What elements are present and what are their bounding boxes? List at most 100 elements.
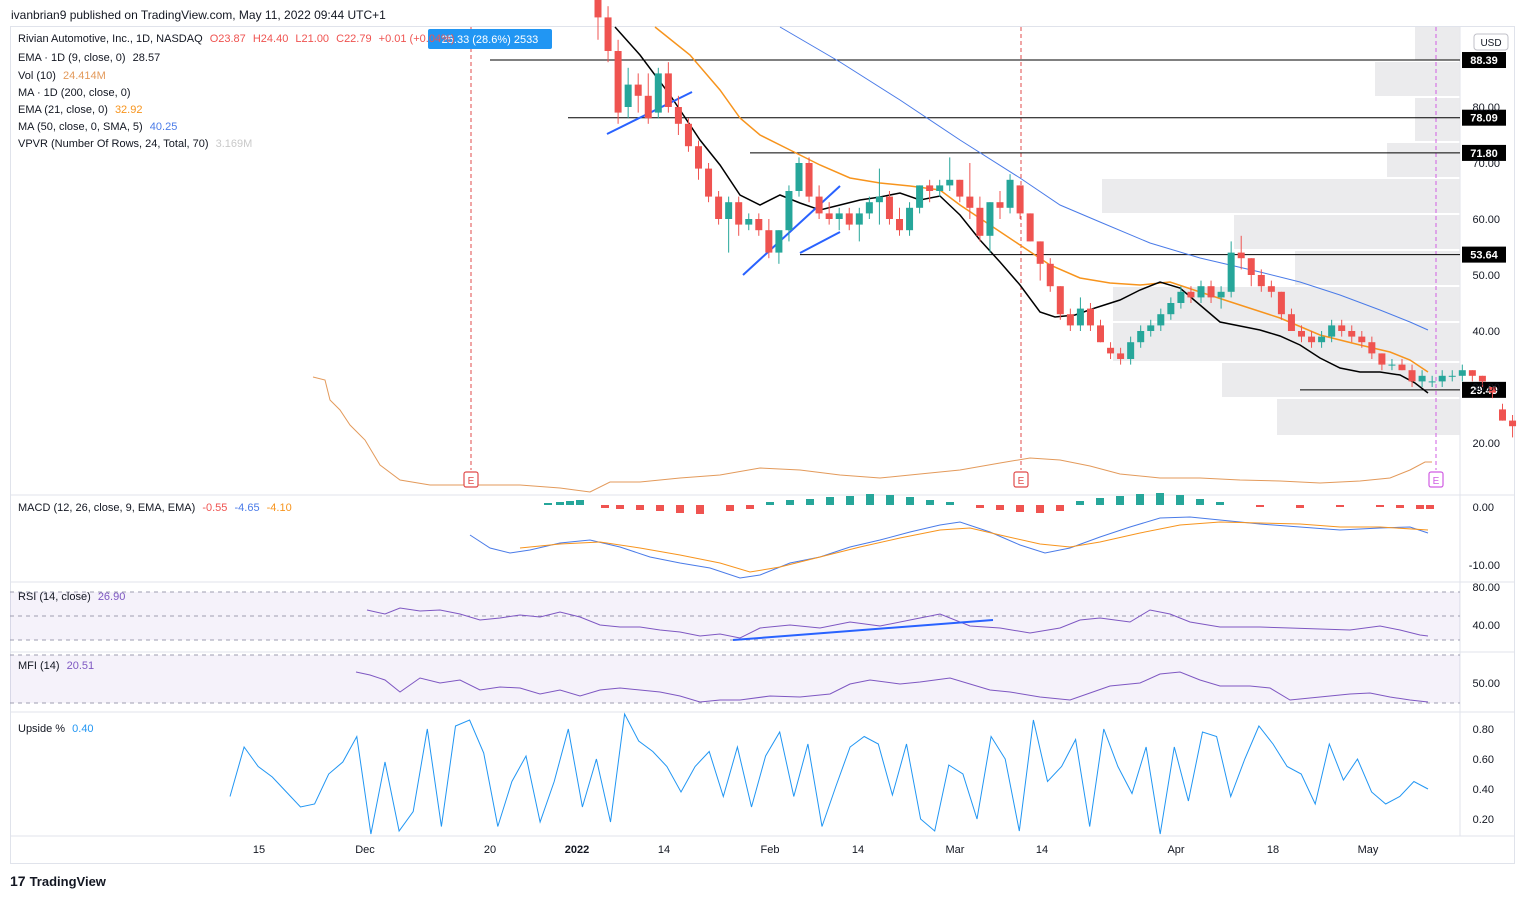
candle-body-29 bbox=[885, 196, 893, 219]
candle-body-60 bbox=[1197, 286, 1205, 298]
legend-ema21-value: 32.92 bbox=[114, 104, 143, 116]
candle-body-24 bbox=[835, 213, 843, 219]
macd-hist-neg-16 bbox=[1376, 505, 1384, 507]
macd-hist-neg-4 bbox=[676, 505, 684, 513]
candle-body-10 bbox=[695, 146, 702, 169]
macd-hist-pos-2 bbox=[566, 501, 574, 505]
candle-body-9 bbox=[684, 123, 692, 147]
macd-hist-neg-3 bbox=[656, 505, 664, 511]
candle-body-86 bbox=[1458, 370, 1466, 376]
candle-body-72 bbox=[1318, 336, 1326, 343]
legend-vol-label: Vol (10) bbox=[18, 70, 56, 82]
footer-brand-text: TradingView bbox=[29, 874, 106, 889]
trend-line-2 bbox=[799, 231, 841, 254]
macd-hist-neg-17 bbox=[1396, 505, 1404, 508]
candle-body-75 bbox=[1348, 331, 1356, 337]
macd-hist-neg-10 bbox=[1016, 505, 1024, 512]
legend-ma50: MA (50, close, 0, SMA, 5) 40.25 bbox=[18, 121, 181, 133]
ema9-line bbox=[614, 26, 1429, 394]
candle-body-51 bbox=[1107, 347, 1115, 354]
time-tick-7: Mar bbox=[946, 844, 965, 856]
candle-body-67 bbox=[1267, 286, 1275, 292]
legend-vpvr-value: 3.169M bbox=[215, 138, 253, 150]
vpvr-row-5 bbox=[1234, 215, 1460, 249]
candle-body-30 bbox=[896, 219, 903, 231]
mfi-line bbox=[355, 671, 1429, 703]
time-tick-5: Feb bbox=[761, 844, 780, 856]
candle-body-73 bbox=[1328, 325, 1336, 337]
candle-body-59 bbox=[1187, 291, 1195, 298]
upside-line bbox=[229, 712, 1429, 835]
candle-body-19 bbox=[785, 191, 793, 231]
candle-body-22 bbox=[815, 196, 823, 214]
vpvr-row-1 bbox=[1375, 62, 1460, 96]
time-tick-2: 20 bbox=[484, 844, 496, 856]
candle-body-68 bbox=[1277, 291, 1285, 315]
macd-hist-pos-7 bbox=[826, 497, 834, 505]
macd-hist-pos-16 bbox=[1116, 496, 1124, 505]
trend-line-1 bbox=[742, 185, 841, 276]
macd-hist-pos-15 bbox=[1096, 498, 1104, 505]
usd-badge: USD bbox=[1480, 38, 1501, 49]
time-tick-0: 15 bbox=[253, 844, 265, 856]
legend-rsi-label: RSI (14, close) bbox=[18, 591, 91, 603]
earnings-marker-box-0 bbox=[463, 471, 479, 488]
macd-hist-neg-5 bbox=[696, 505, 704, 514]
candle-body-55 bbox=[1147, 325, 1155, 331]
candle-body-27 bbox=[865, 202, 873, 214]
macd-hist-neg-9 bbox=[996, 505, 1004, 510]
candle-body-7 bbox=[664, 73, 672, 107]
price-tick-6: 80.00 bbox=[1472, 102, 1500, 114]
legend-ma50-value: 40.25 bbox=[149, 121, 178, 133]
candle-body-15 bbox=[745, 219, 753, 225]
macd-hist-pos-18 bbox=[1156, 493, 1164, 505]
candle-body-26 bbox=[855, 213, 863, 225]
mfi-tick-0: 50.00 bbox=[1472, 678, 1500, 690]
candle-body-4 bbox=[634, 84, 642, 96]
macd-hist-pos-8 bbox=[846, 496, 854, 505]
candle-body-0 bbox=[594, 0, 602, 18]
chart-frame bbox=[10, 26, 1515, 864]
legend-vpvr: VPVR (Number Of Rows, 24, Total, 70) 3.1… bbox=[18, 138, 256, 150]
candle-body-5 bbox=[644, 95, 652, 119]
legend-ema9-label: EMA · 1D (9, close, 0) bbox=[18, 52, 126, 64]
candle-body-36 bbox=[956, 179, 964, 197]
candle-body-32 bbox=[916, 185, 924, 208]
vpvr-row-0 bbox=[1415, 27, 1460, 60]
legend-high: H24.40 bbox=[252, 33, 289, 45]
macd-hist-neg-19 bbox=[1426, 505, 1434, 509]
candle-body-56 bbox=[1157, 314, 1165, 326]
level-label-2: 71.80 bbox=[1470, 148, 1498, 160]
candle-body-82 bbox=[1418, 375, 1426, 382]
candle-body-85 bbox=[1448, 375, 1456, 377]
price-tick-3: 50.00 bbox=[1472, 270, 1500, 282]
earnings-marker-1: E bbox=[1018, 476, 1025, 487]
legend-macd: MACD (12, 26, close, 9, EMA, EMA) -0.55 … bbox=[18, 502, 296, 514]
candle-body-3 bbox=[624, 84, 632, 107]
macd-hist-neg-12 bbox=[1056, 505, 1064, 511]
rsi-tick-1: 40.00 bbox=[1472, 620, 1500, 632]
legend-upside-value: 0.40 bbox=[72, 723, 94, 735]
publisher-line: ivanbrian9 published on TradingView.com,… bbox=[11, 8, 386, 22]
macd-hist-pos-12 bbox=[926, 500, 934, 505]
price-tick-1: 30.00 bbox=[1472, 382, 1500, 394]
legend-ma200-label: MA · 1D (200, close, 0) bbox=[18, 87, 131, 99]
macd-hist-pos-3 bbox=[576, 500, 584, 505]
candle-body-14 bbox=[735, 202, 743, 225]
candle-body-23 bbox=[825, 213, 833, 219]
vpvr-row-3 bbox=[1387, 143, 1460, 177]
legend-ma50-label: MA (50, close, 0, SMA, 5) bbox=[18, 121, 143, 133]
candle-body-87 bbox=[1468, 370, 1476, 376]
candle-body-11 bbox=[705, 168, 713, 197]
legend-mfi: MFI (14) 20.51 bbox=[18, 660, 98, 672]
earnings-marker-2: E bbox=[1433, 476, 1440, 487]
candle-body-35 bbox=[946, 179, 954, 186]
measure-tooltip-text: 25.33 (28.6%) 2533 bbox=[442, 34, 539, 46]
vpvr-row-8 bbox=[1113, 323, 1460, 361]
measure-tooltip-bg bbox=[428, 29, 552, 49]
time-tick-9: Apr bbox=[1167, 844, 1184, 856]
candle-body-31 bbox=[906, 207, 914, 231]
candle-body-64 bbox=[1237, 252, 1245, 259]
candle-body-89 bbox=[1488, 387, 1496, 393]
